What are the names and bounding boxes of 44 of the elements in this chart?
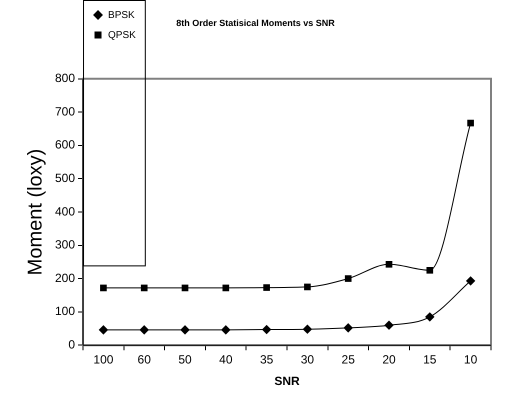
legend-label: QPSK (108, 30, 136, 41)
x-tick-label: 25 (342, 352, 356, 367)
x-tick-label: 35 (260, 352, 274, 367)
point (302, 324, 312, 334)
point (466, 276, 476, 286)
x-axis-title: SNR (274, 374, 300, 388)
y-tick-label: 100 (54, 304, 76, 318)
chart-title: 8th Order Statisical Moments vs SNR (176, 18, 336, 28)
point (140, 325, 149, 334)
y-tick-label: 200 (54, 270, 76, 285)
point (344, 275, 352, 282)
x-tick-label: 40 (219, 352, 233, 367)
point (222, 284, 230, 292)
x-tick-label: 30 (300, 352, 314, 367)
point (182, 284, 188, 292)
y-tick-label: 600 (54, 138, 76, 152)
y-tick-label: 300 (54, 238, 76, 252)
point (221, 325, 230, 334)
point (384, 320, 394, 330)
point (467, 120, 474, 126)
y-tick-label: 800 (54, 71, 76, 86)
y-tick-label: 400 (54, 204, 76, 218)
x-tick-label: 100 (93, 352, 114, 367)
x-tick-label: 10 (464, 352, 478, 367)
y-axis-title: Moment (loxy) (24, 148, 47, 276)
point (180, 325, 190, 334)
point (100, 284, 107, 292)
point (425, 312, 434, 322)
point (98, 325, 108, 334)
point (262, 325, 272, 334)
point (263, 284, 270, 291)
x-tick-label: 15 (423, 352, 437, 367)
point (140, 284, 148, 292)
y-tick-label: 500 (54, 171, 76, 186)
point (344, 323, 353, 332)
point (426, 266, 434, 274)
point (304, 284, 311, 290)
point (386, 260, 392, 268)
x-tick-label: 50 (178, 352, 192, 367)
y-tick-label: 0 (68, 338, 76, 352)
legend-label: BPSK (108, 10, 136, 21)
x-tick-label: 60 (138, 352, 152, 367)
y-tick-label: 700 (54, 104, 76, 118)
x-tick-label: 20 (382, 352, 396, 367)
